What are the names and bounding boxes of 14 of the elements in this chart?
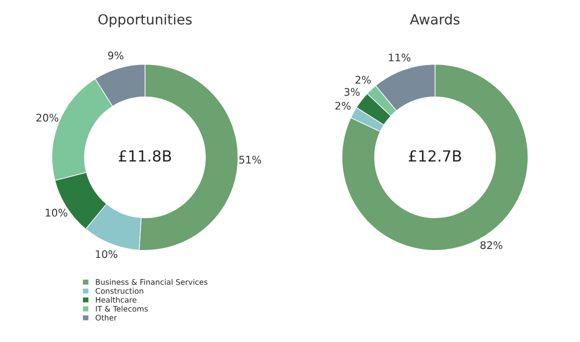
data-label: 51%: [239, 156, 262, 164]
data-label: 3%: [344, 88, 360, 96]
data-label: 10%: [46, 208, 68, 217]
chart-title: Awards: [410, 14, 460, 25]
data-label: 82%: [480, 241, 502, 250]
data-label: 20%: [36, 114, 58, 122]
data-label: 2%: [335, 102, 351, 110]
text: £12.7B: [408, 150, 462, 162]
text: £11.8B: [118, 150, 172, 162]
data-label: 9%: [108, 52, 124, 60]
data-label: 10%: [96, 250, 118, 258]
chart-title: Opportunities: [98, 14, 192, 28]
data-label: 11%: [388, 54, 410, 62]
data-label: 2%: [356, 76, 371, 84]
